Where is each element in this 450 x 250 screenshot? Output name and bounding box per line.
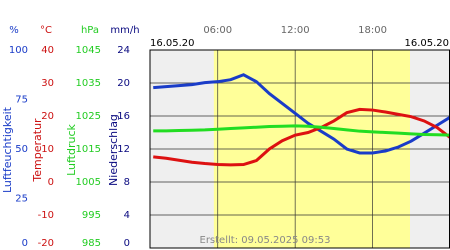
y-tick-label: 20 xyxy=(117,78,130,89)
axis-title: Temperatur xyxy=(31,118,44,183)
date-right: 16.05.20 xyxy=(404,38,449,49)
x-tick-label: 12:00 xyxy=(281,25,310,36)
y-tick-label: 24 xyxy=(117,45,130,56)
x-tick-label: 06:00 xyxy=(203,25,232,36)
y-tick-label: 0 xyxy=(124,238,130,249)
y-tick-label: 1035 xyxy=(76,78,101,89)
axis-unit: hPa xyxy=(81,25,99,36)
y-tick-label: 40 xyxy=(41,45,54,56)
y-tick-label: 12 xyxy=(117,144,130,155)
axis-unit: °C xyxy=(40,25,52,36)
data-line xyxy=(153,124,450,137)
y-tick-label: 75 xyxy=(15,95,28,106)
y-tick-label: 100 xyxy=(9,45,28,56)
axis-unit: mm/h xyxy=(110,25,139,36)
y-tick-label: 0 xyxy=(48,177,54,188)
y-tick-label: 50 xyxy=(15,144,28,155)
y-tick-label: 985 xyxy=(82,238,101,249)
y-tick-label: 25 xyxy=(15,194,28,205)
y-tick-label: 4 xyxy=(124,210,130,221)
data-line xyxy=(153,107,450,167)
y-tick-label: 1045 xyxy=(76,45,101,56)
y-tick-label: 30 xyxy=(41,78,54,89)
x-tick-label: 18:00 xyxy=(358,25,387,36)
footer: Erstellt: 09.05.2025 09:53 xyxy=(200,235,331,246)
y-tick-label: 8 xyxy=(124,177,130,188)
axis-unit: % xyxy=(9,25,19,36)
axis-title: Luftdruck xyxy=(65,123,78,175)
data-line xyxy=(153,73,450,155)
y-tick-label: 1005 xyxy=(76,177,101,188)
y-tick-label: 0 xyxy=(22,238,28,249)
axis-title: Luftfeuchtigkeit xyxy=(1,106,14,193)
y-tick-label: 1015 xyxy=(76,144,101,155)
y-tick-label: 16 xyxy=(117,111,130,122)
y-tick-label: 10 xyxy=(41,144,54,155)
axis-title: Niederschlag xyxy=(107,114,120,186)
y-tick-label: 995 xyxy=(82,210,101,221)
date-left: 16.05.20 xyxy=(150,38,195,49)
y-tick-label: -20 xyxy=(38,238,54,249)
y-tick-label: 20 xyxy=(41,111,54,122)
y-tick-label: 1025 xyxy=(76,111,101,122)
y-tick-label: -10 xyxy=(38,210,54,221)
